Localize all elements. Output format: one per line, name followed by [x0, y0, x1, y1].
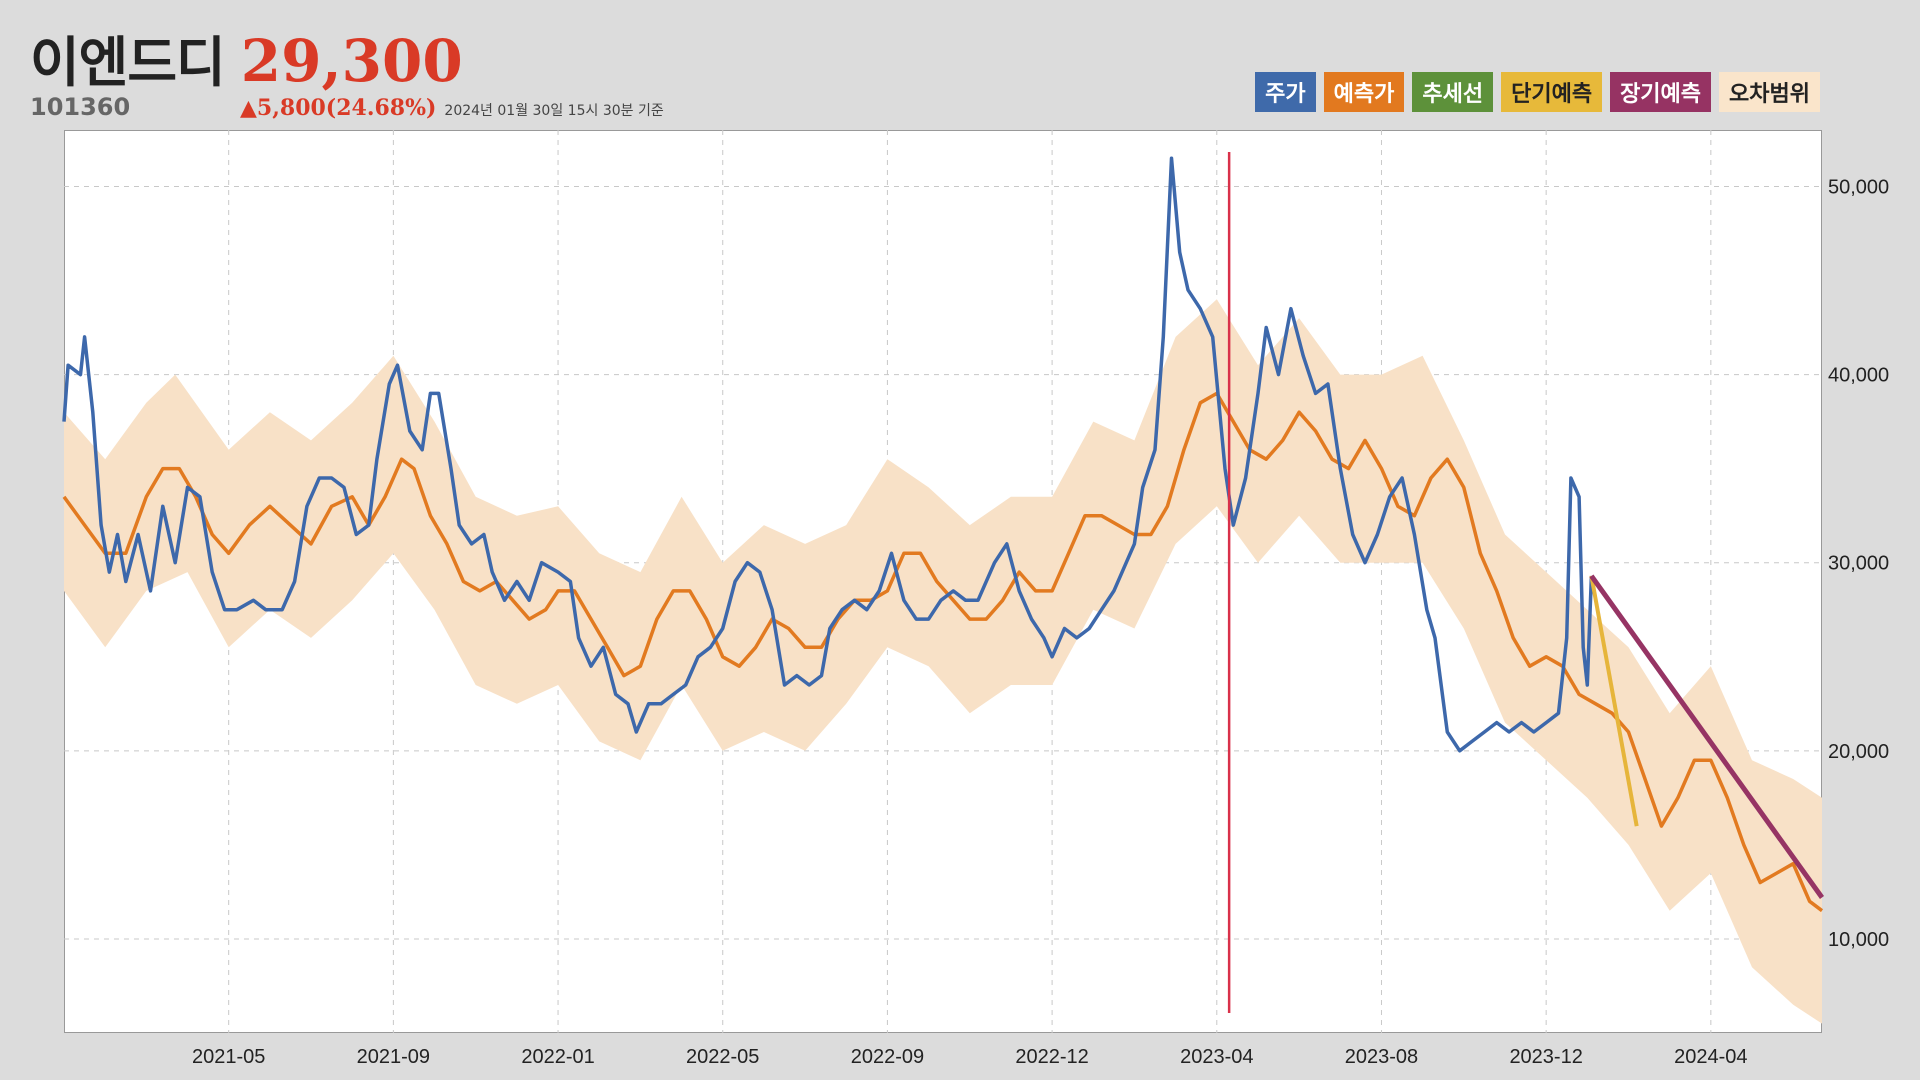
- x-tick-label: 2023-08: [1345, 1046, 1418, 1068]
- stock-code: 101360: [30, 93, 131, 121]
- y-tick-label: 10,000: [1828, 929, 1889, 951]
- error-band-area: [64, 299, 1822, 1024]
- short-term-forecast-line: [1589, 575, 1639, 827]
- legend-trend[interactable]: 추세선: [1412, 72, 1494, 112]
- timestamp: 2024년 01월 30일 15시 30분 기준: [444, 103, 664, 119]
- forecast-line: [62, 391, 1824, 913]
- x-tick-label: 2022-09: [851, 1046, 924, 1068]
- legend-long-term[interactable]: 장기예측: [1610, 72, 1712, 112]
- header: 이엔드디 29,300 101360 ▲5,800(24.68%) 2024년 …: [30, 18, 664, 121]
- y-tick-label: 50,000: [1828, 176, 1889, 198]
- x-tick-label: 2022-05: [686, 1046, 759, 1068]
- legend-forecast[interactable]: 예측가: [1323, 72, 1405, 112]
- x-tick-label: 2023-12: [1509, 1046, 1582, 1068]
- stock-price: 29,300: [240, 27, 463, 95]
- x-tick-label: 2021-05: [192, 1046, 265, 1068]
- long-term-forecast-line: [1589, 574, 1825, 899]
- y-tick-label: 20,000: [1828, 741, 1889, 763]
- legend-error-band[interactable]: 오차범위: [1719, 72, 1820, 112]
- stock-name: 이엔드디: [30, 31, 226, 94]
- y-tick-label: 40,000: [1828, 365, 1889, 387]
- price-change: ▲5,800(24.68%): [240, 95, 437, 121]
- x-tick-label: 2021-09: [357, 1046, 430, 1068]
- x-tick-label: 2022-12: [1015, 1046, 1088, 1068]
- x-tick-label: 2022-01: [521, 1046, 594, 1068]
- legend-price[interactable]: 주가: [1255, 72, 1316, 112]
- price-line: [62, 156, 1594, 753]
- y-tick-label: 30,000: [1828, 553, 1889, 575]
- x-tick-label: 2023-04: [1180, 1046, 1253, 1068]
- legend-short-term[interactable]: 단기예측: [1501, 72, 1603, 112]
- legend: 주가 예측가 추세선 단기예측 장기예측 오차범위: [1255, 72, 1820, 112]
- x-tick-label: 2024-04: [1674, 1046, 1747, 1068]
